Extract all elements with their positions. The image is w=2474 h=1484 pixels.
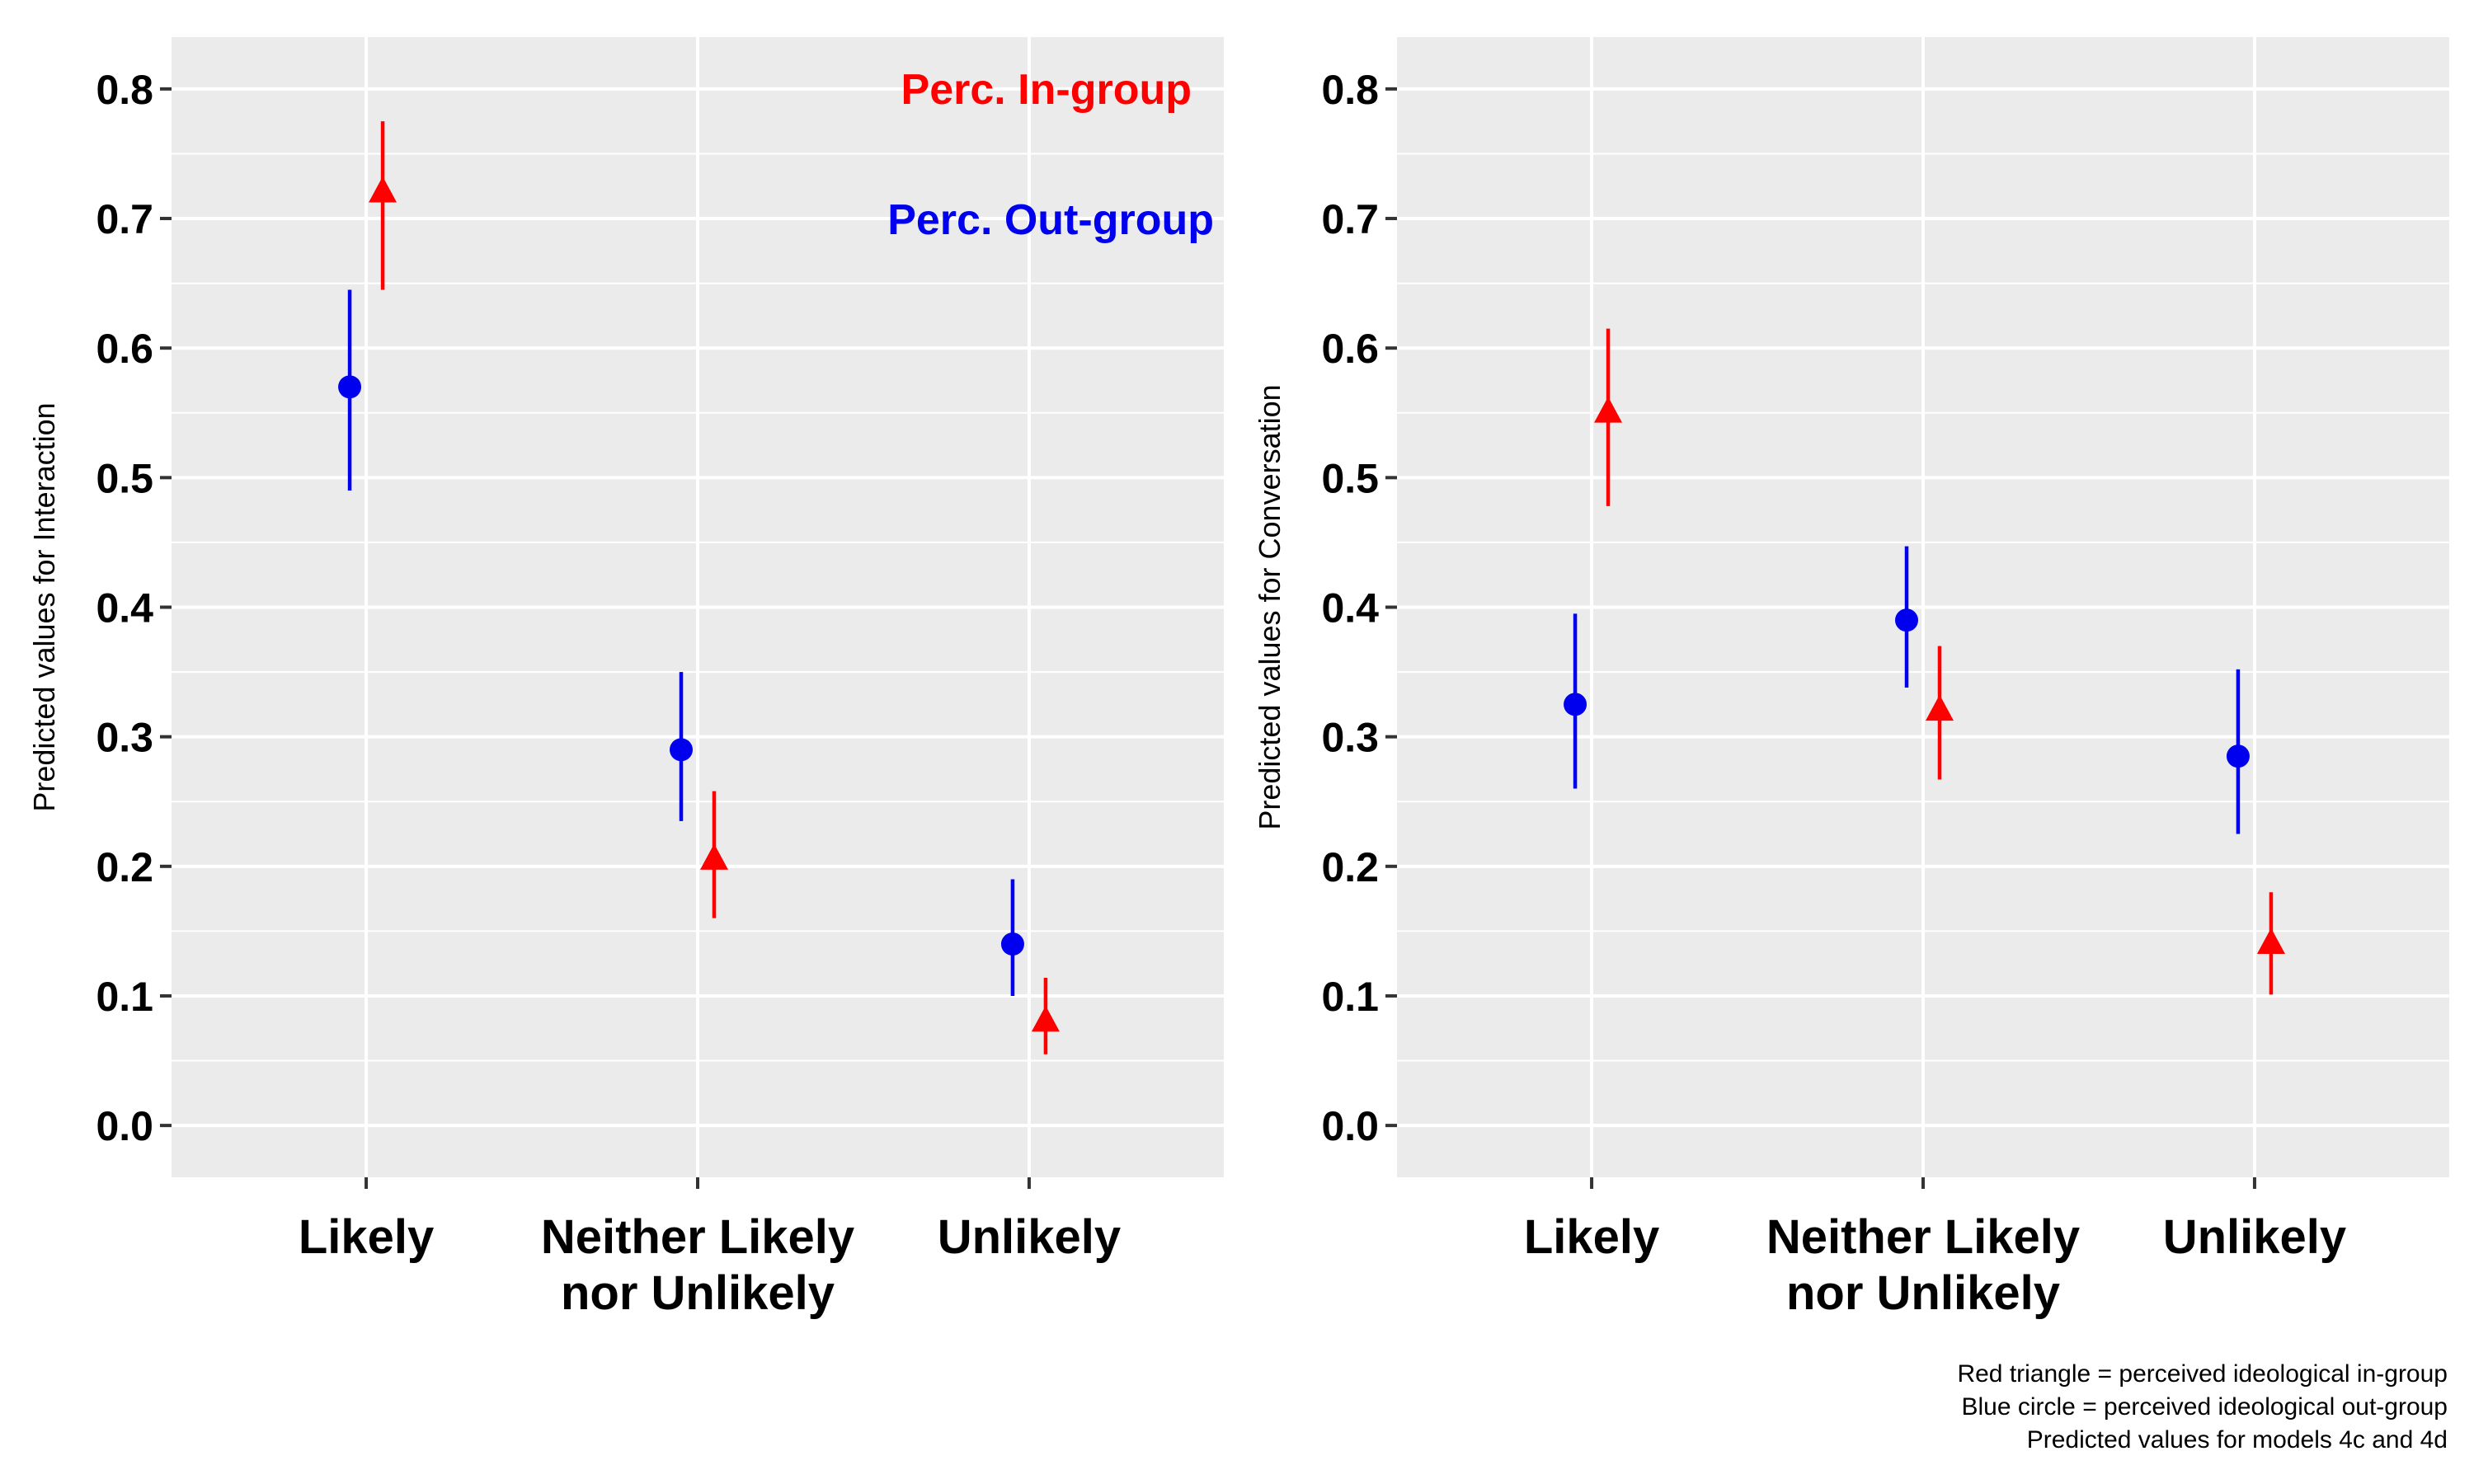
- point-out-group: [1564, 693, 1587, 716]
- point-in-group: [369, 176, 397, 203]
- x-tick-label-line: Neither Likely: [541, 1210, 854, 1264]
- y-tick-label: 0.1: [1321, 974, 1379, 1020]
- legend-out-group-label: Perc. Out-group: [887, 196, 1214, 244]
- point-out-group: [1895, 608, 1918, 632]
- point-in-group: [1594, 397, 1623, 423]
- y-tick-label: 0.0: [96, 1103, 153, 1149]
- x-tick-label: Unlikely: [2163, 1210, 2346, 1264]
- x-tick-label: Neither Likely nor Unlikely: [541, 1210, 854, 1320]
- right-panel-conversation: 0.0 0.1 0.2 0.3 0.4 0.5 0.6 0.7 0.8 Likely Neither…: [1253, 37, 2449, 1320]
- x-tick-label: Likely: [299, 1210, 434, 1264]
- legend-in-group-label: Perc. In-group: [901, 66, 1192, 114]
- caption-line-3: Predicted values for models 4c and 4d: [2027, 1426, 2448, 1453]
- y-axis-title: Predicted values for Interaction: [27, 402, 61, 811]
- point-in-group: [1926, 694, 1954, 721]
- x-tick-label-line: Likely: [299, 1210, 434, 1264]
- x-tick-label-line: Unlikely: [938, 1210, 1121, 1264]
- point-out-group: [2226, 744, 2250, 768]
- y-tick-label: 0.6: [96, 326, 153, 372]
- y-tick-label: 0.8: [1321, 67, 1379, 113]
- x-tick-label-line: nor Unlikely: [561, 1266, 835, 1320]
- x-tick-label-line: Neither Likely: [1766, 1210, 2080, 1264]
- y-tick-label: 0.7: [96, 196, 153, 242]
- point-out-group: [338, 375, 362, 399]
- x-tick-label-line: Unlikely: [2163, 1210, 2346, 1264]
- y-tick-label: 0.7: [1321, 196, 1379, 242]
- y-tick-label: 0.2: [1321, 844, 1379, 890]
- x-tick-label: Unlikely: [938, 1210, 1121, 1264]
- point-out-group: [1000, 932, 1024, 956]
- y-tick-label: 0.5: [96, 455, 153, 501]
- y-tick-label: 0.5: [1321, 455, 1379, 501]
- y-tick-label: 0.8: [96, 67, 153, 113]
- y-tick-label: 0.6: [1321, 326, 1379, 372]
- left-panel-interaction: 0.0 0.1 0.2 0.3 0.4 0.5 0.6 0.7 0.8 Likely Neither…: [27, 37, 1224, 1320]
- y-tick-label: 0.2: [96, 844, 153, 890]
- x-tick-label-line: nor Unlikely: [1786, 1266, 2060, 1320]
- point-in-group: [2256, 928, 2285, 955]
- point-in-group: [700, 843, 728, 870]
- caption-line-2: Blue circle = perceived ideological out-…: [1961, 1393, 2448, 1421]
- y-tick-label: 0.4: [96, 585, 153, 632]
- point-in-group: [1031, 1005, 1060, 1032]
- caption-line-1: Red triangle = perceived ideological in-…: [1957, 1360, 2448, 1388]
- y-tick-label: 0.1: [96, 974, 153, 1020]
- y-tick-label: 0.4: [1321, 585, 1379, 632]
- x-tick-label-line: Likely: [1524, 1210, 1659, 1264]
- y-tick-label: 0.3: [96, 715, 153, 761]
- y-axis-title: Predicted values for Conversation: [1253, 384, 1286, 829]
- point-out-group: [670, 738, 693, 762]
- x-tick-label: Neither Likely nor Unlikely: [1766, 1210, 2080, 1320]
- y-tick-label: 0.3: [1321, 715, 1379, 761]
- y-tick-label: 0.0: [1321, 1103, 1379, 1149]
- x-tick-label: Likely: [1524, 1210, 1659, 1264]
